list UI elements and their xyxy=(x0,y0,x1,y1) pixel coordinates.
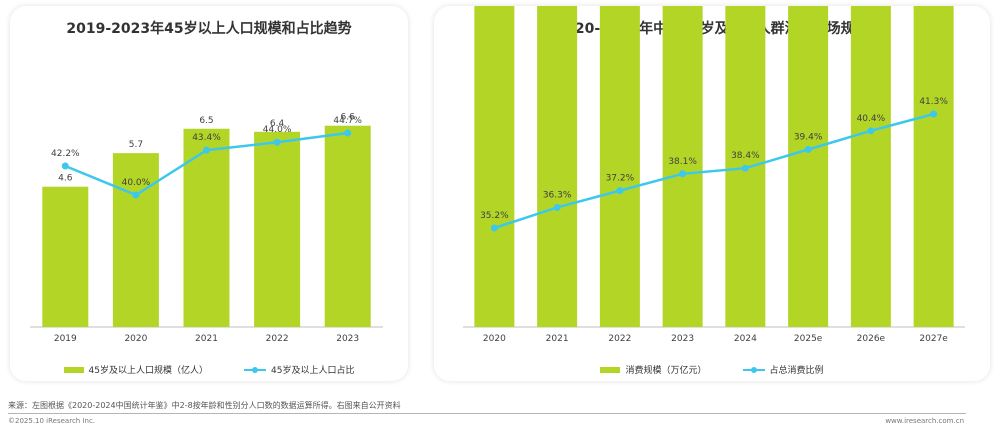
line-point-2020 xyxy=(132,191,140,199)
chart-card-right: 2020-2027年中国45岁及以上人群消费市场规模 10.6202012.52… xyxy=(434,6,990,381)
line-value-label: 37.2% xyxy=(606,174,635,184)
line-point-2020 xyxy=(490,224,498,232)
consumption-chart: 10.6202012.5202112.9202214.4202314.82024… xyxy=(463,6,965,344)
line-value-label: 44.0% xyxy=(263,125,292,135)
line-point-2019 xyxy=(61,162,69,170)
x-tick-label: 2020 xyxy=(124,334,147,344)
line-point-2023 xyxy=(679,170,687,178)
x-tick-label: 2023 xyxy=(336,334,359,344)
bar-2019 xyxy=(42,186,89,327)
share-line xyxy=(493,112,934,230)
legend-item-consumption-share: 占总消费比例 xyxy=(742,363,824,376)
bar-2023 xyxy=(662,6,703,327)
bar-2027e xyxy=(913,6,954,327)
line-value-label: 42.2% xyxy=(51,149,80,159)
bar-value-label: 6.5 xyxy=(199,116,213,126)
legend-left: 45岁及以上人口规模（亿人） 45岁及以上人口占比 xyxy=(10,363,408,376)
bar-2020 xyxy=(112,153,159,327)
line-point-2027e xyxy=(930,110,938,118)
x-tick-label: 2022 xyxy=(608,334,631,344)
bar-2021 xyxy=(537,6,578,327)
x-tick-label: 2020 xyxy=(483,334,506,344)
bar-2022 xyxy=(599,6,640,328)
x-tick-label: 2022 xyxy=(266,334,289,344)
bar-value-label: 6.4 xyxy=(270,119,285,129)
x-tick-label: 2023 xyxy=(671,334,694,344)
line-value-label: 39.4% xyxy=(794,133,823,143)
population-chart: 4.6 2019 5.7 2020 6.5 2021 6.4 2022 6.6 2023 42.2%… xyxy=(30,113,383,344)
bar-2022 xyxy=(254,131,301,327)
line-point-2025e xyxy=(804,146,812,154)
x-tick-label: 2025e xyxy=(794,334,823,344)
line-value-label: 44.7% xyxy=(333,116,362,126)
bar-2026e xyxy=(850,6,891,327)
footer-divider xyxy=(8,413,966,414)
chart-card-left: 2019-2023年45岁以上人口规模和占比趋势 4.6 2019 5.7 2020 6… xyxy=(10,6,408,381)
line-swatch-icon xyxy=(244,366,266,374)
chart-title-left: 2019-2023年45岁以上人口规模和占比趋势 xyxy=(66,21,352,37)
line-value-label: 40.0% xyxy=(122,178,151,188)
legend-right: 消费规模（万亿元） 占总消费比例 xyxy=(434,363,990,376)
bar-2023 xyxy=(324,125,371,327)
bar-2025e xyxy=(788,6,829,327)
bar-2021 xyxy=(183,128,230,327)
line-point-2023 xyxy=(344,129,352,137)
legend-label: 45岁及以上人口规模（亿人） xyxy=(88,366,208,376)
legend-label: 45岁及以上人口占比 xyxy=(271,366,355,376)
bar-value-label: 5.7 xyxy=(129,140,143,150)
line-value-label: 38.1% xyxy=(668,157,697,167)
legend-item-population-share: 45岁及以上人口占比 xyxy=(244,363,354,376)
x-tick-label: 2021 xyxy=(546,334,569,344)
bar-swatch-icon xyxy=(600,366,621,373)
line-value-label: 41.3% xyxy=(919,97,948,107)
line-value-label: 38.4% xyxy=(731,151,760,161)
x-tick-label: 2024 xyxy=(734,334,757,344)
line-value-label: 40.4% xyxy=(857,114,886,124)
line-value-label: 43.4% xyxy=(192,133,221,143)
footer-source: 来源：左图根据《2020-2024中国统计年鉴》中2-8按年龄和性别分人口数的数… xyxy=(8,401,401,410)
footer-website: www.iresearch.com.cn xyxy=(885,417,964,425)
line-point-2024 xyxy=(741,164,749,172)
bar-value-label: 6.6 xyxy=(341,113,356,123)
x-tick-label: 2021 xyxy=(195,334,218,344)
line-point-2022 xyxy=(616,187,624,195)
legend-item-consumption-size: 消费规模（万亿元） xyxy=(600,363,707,376)
legend-item-population-size: 45岁及以上人口规模（亿人） xyxy=(63,363,208,376)
bar-2020 xyxy=(474,6,515,327)
line-point-2021 xyxy=(203,146,210,154)
x-tick-label: 2019 xyxy=(54,334,77,344)
legend-label: 占总消费比例 xyxy=(769,366,824,376)
line-value-label: 36.3% xyxy=(543,190,572,200)
bar-value-label: 4.6 xyxy=(58,174,73,184)
x-tick-label: 2026e xyxy=(857,334,886,344)
line-swatch-icon xyxy=(742,366,765,374)
line-point-2021 xyxy=(553,203,561,211)
x-tick-label: 2027e xyxy=(919,334,948,344)
line-value-label: 35.2% xyxy=(480,211,509,221)
legend-label: 消费规模（万亿元） xyxy=(625,366,707,376)
line-point-2026e xyxy=(867,127,875,135)
footer-copyright: ©2025.10 iResearch Inc. xyxy=(8,417,96,425)
bar-swatch-icon xyxy=(63,366,84,373)
line-point-2022 xyxy=(273,138,281,146)
